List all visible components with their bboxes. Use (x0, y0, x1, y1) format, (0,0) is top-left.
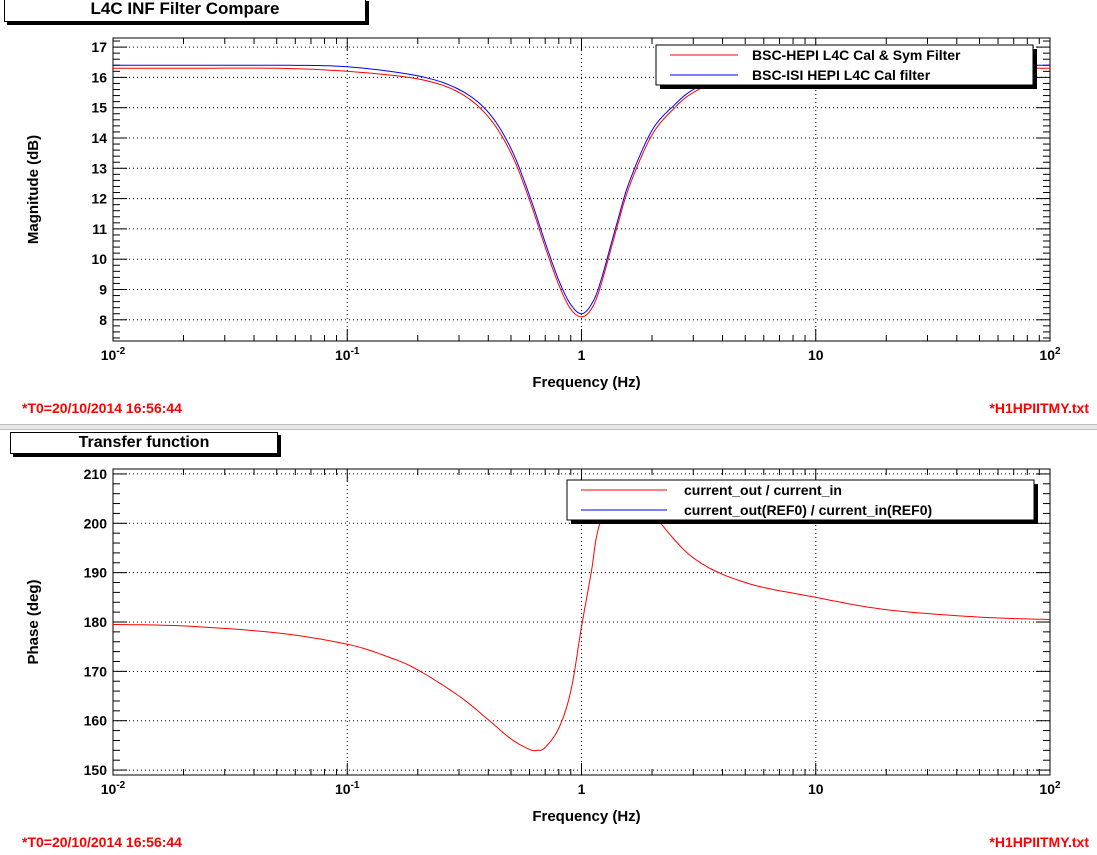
y-tick-label: 10 (91, 251, 107, 267)
legend-label-1: BSC-HEPI L4C Cal & Sym Filter (752, 47, 961, 63)
x-tick-label: 10-1 (335, 780, 360, 797)
panel-separator (0, 424, 1097, 430)
series-line-1 (113, 483, 1050, 752)
x-tick-label: 10-1 (335, 346, 360, 363)
phase-chart: 10-2 10-1 1 10 102 150 160 170 180 190 200 210 Frequ… (25, 466, 1061, 825)
y-tick-label: 17 (91, 39, 107, 55)
x-axis-title: Frequency (Hz) (532, 374, 640, 391)
x-tick-label: 1 (578, 781, 586, 797)
legend-label-2: BSC-ISI HEPI L4C Cal filter (752, 67, 931, 83)
y-tick-label: 180 (84, 614, 108, 630)
y-axis-title: Magnitude (dB) (25, 135, 42, 244)
y-axis-title: Phase (deg) (25, 579, 42, 664)
x-axis-title: Frequency (Hz) (532, 808, 640, 825)
x-tick-label: 10 (808, 347, 824, 363)
y-tick-label: 200 (84, 515, 108, 531)
x-tick-label: 1 (578, 347, 586, 363)
phase-panel: 10-2 10-1 1 10 102 150 160 170 180 190 200 210 Frequ… (0, 430, 1097, 855)
y-tick-label: 150 (84, 762, 108, 778)
y-tick-label: 11 (92, 221, 107, 237)
y-tick-label: 12 (91, 191, 107, 207)
x-tick-label: 102 (1039, 346, 1061, 363)
legend: BSC-HEPI L4C Cal & Sym Filter BSC-ISI HEP… (655, 44, 1037, 89)
x-tick-label: 10-2 (101, 780, 126, 797)
phase-chart-title: Transfer function (10, 432, 278, 454)
y-tick-label: 15 (91, 100, 107, 116)
y-tick-label: 160 (84, 713, 108, 729)
y-tick-label: 9 (99, 281, 107, 297)
legend-box (655, 44, 1034, 86)
phase-timestamp: *T0=20/10/2014 16:56:44 (22, 834, 182, 850)
x-tick-label: 10 (808, 781, 824, 797)
magnitude-chart: 10-2 10-1 1 10 102 8 9 10 11 12 13 14 15 16 17 Frequenc… (25, 37, 1061, 391)
y-tick-label: 190 (84, 565, 108, 581)
y-tick-label: 210 (84, 466, 108, 482)
magnitude-panel: 10-2 10-1 1 10 102 8 9 10 11 12 13 14 15 16 17 Frequenc… (0, 0, 1097, 424)
magnitude-timestamp: *T0=20/10/2014 16:56:44 (22, 400, 182, 416)
legend-label-2: current_out(REF0) / current_in(REF0) (684, 502, 932, 518)
legend-label-1: current_out / current_in (684, 482, 842, 498)
x-tick-label: 102 (1039, 780, 1061, 797)
magnitude-filename: *H1HPIITMY.txt (989, 400, 1089, 416)
phase-filename: *H1HPIITMY.txt (989, 834, 1089, 850)
legend-box (566, 479, 1035, 521)
x-tick-label: 10-2 (101, 346, 126, 363)
y-tick-label: 14 (91, 130, 107, 146)
y-tick-label: 170 (84, 663, 108, 679)
y-tick-label: 8 (99, 312, 107, 328)
magnitude-chart-title: L4C INF Filter Compare (4, 0, 366, 22)
y-tick-label: 16 (91, 69, 107, 85)
y-tick-label: 13 (91, 160, 107, 176)
legend: current_out / current_in current_out(REF0… (566, 479, 1038, 524)
